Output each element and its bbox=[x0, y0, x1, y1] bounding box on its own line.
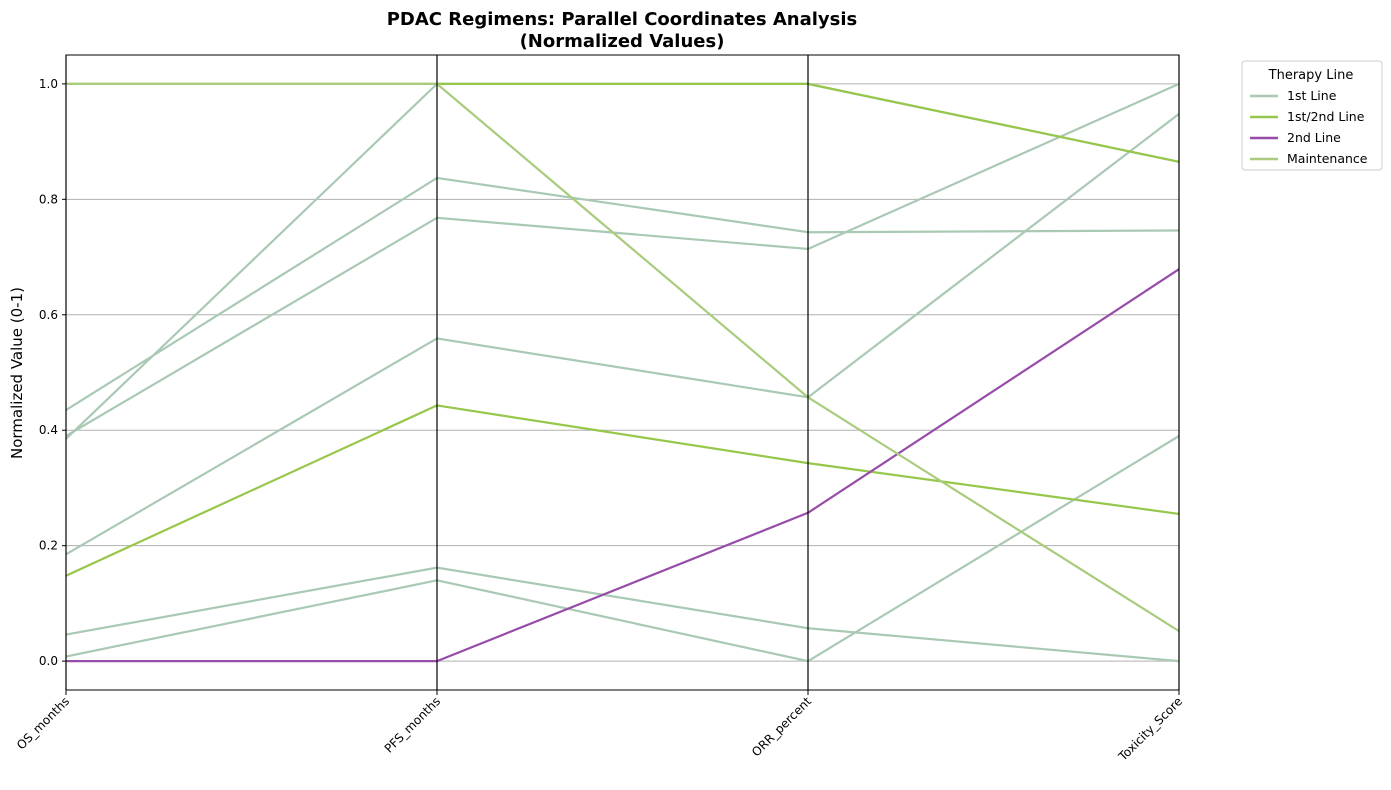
y-tick-label: 1.0 bbox=[39, 77, 58, 91]
y-tick-labels: 0.0 0.2 0.4 0.6 0.8 1.0 bbox=[39, 77, 66, 668]
legend-entries: 1st Line 1st/2nd Line 2nd Line Maintenance bbox=[1250, 88, 1368, 166]
legend-label: 1st/2nd Line bbox=[1287, 109, 1365, 124]
gridlines bbox=[66, 83, 1179, 662]
series-line bbox=[65, 82, 1180, 440]
series-lines bbox=[65, 82, 1180, 663]
vertical-axes bbox=[65, 55, 1180, 690]
chart-title: PDAC Regimens: Parallel Coordinates Anal… bbox=[387, 9, 858, 30]
y-tick-label: 0.0 bbox=[39, 654, 58, 668]
series-line bbox=[66, 82, 1180, 163]
series-line bbox=[66, 82, 1180, 633]
series-line bbox=[65, 176, 1180, 411]
x-tick-label: ORR_percent bbox=[749, 694, 814, 759]
y-axis-label: Normalized Value (0-1) bbox=[8, 287, 26, 459]
legend-label: 2nd Line bbox=[1287, 130, 1341, 145]
legend-box bbox=[1241, 60, 1383, 171]
series-line bbox=[65, 566, 1180, 663]
legend: Therapy Line 1st Line 1st/2nd Line 2nd Lin… bbox=[1241, 60, 1383, 171]
x-tick-label: PFS_months bbox=[382, 694, 443, 755]
plot-frame bbox=[65, 54, 1180, 691]
series-line bbox=[65, 435, 1180, 663]
series-line bbox=[66, 268, 1180, 663]
legend-label: Maintenance bbox=[1287, 151, 1368, 166]
legend-title: Therapy Line bbox=[1268, 68, 1354, 83]
x-tick-labels: OS_months PFS_months ORR_percent Toxicity_S… bbox=[14, 690, 1185, 764]
y-tick-label: 0.4 bbox=[39, 423, 58, 437]
y-tick-label: 0.8 bbox=[39, 192, 58, 206]
x-tick-label: Toxicity_Score bbox=[1115, 694, 1185, 764]
legend-label: 1st Line bbox=[1287, 88, 1337, 103]
y-tick-label: 0.2 bbox=[39, 539, 58, 553]
series-line bbox=[65, 113, 1180, 556]
series-line bbox=[65, 404, 1180, 577]
x-tick-label: OS_months bbox=[14, 694, 72, 752]
chart-subtitle: (Normalized Values) bbox=[520, 31, 725, 52]
series-line bbox=[65, 82, 1180, 437]
y-tick-label: 0.6 bbox=[39, 308, 58, 322]
